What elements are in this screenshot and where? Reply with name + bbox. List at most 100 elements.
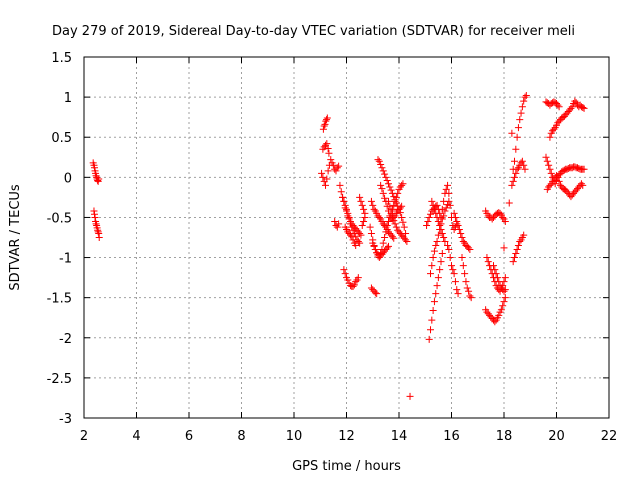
- data-point: [350, 281, 358, 289]
- data-point: [379, 239, 387, 247]
- data-point: [91, 213, 99, 221]
- data-point: [516, 238, 524, 246]
- data-point: [555, 103, 563, 111]
- data-point: [95, 175, 103, 183]
- data-point: [453, 286, 461, 294]
- data-point: [402, 236, 410, 244]
- data-point: [390, 193, 398, 201]
- x-tick-label: 2: [80, 429, 88, 444]
- data-point: [521, 165, 529, 173]
- data-point: [555, 177, 563, 185]
- data-point: [484, 258, 492, 266]
- data-point: [430, 247, 438, 255]
- data-point: [490, 262, 497, 270]
- data-point: [432, 209, 440, 217]
- data-point: [514, 242, 522, 250]
- data-point: [388, 212, 396, 220]
- data-point: [450, 270, 458, 278]
- y-tick-label: -2: [59, 332, 72, 347]
- data-point: [375, 213, 383, 221]
- data-point: [339, 193, 347, 201]
- data-point: [509, 177, 517, 185]
- data-point: [500, 244, 508, 252]
- data-point: [509, 258, 517, 266]
- data-point: [467, 294, 475, 302]
- data-point: [403, 238, 411, 246]
- data-point: [92, 220, 100, 228]
- data-point: [369, 239, 377, 247]
- data-point: [463, 284, 471, 292]
- data-point: [432, 242, 440, 250]
- data-point: [511, 173, 518, 181]
- data-point: [449, 266, 457, 274]
- data-point: [429, 201, 437, 209]
- data-point: [513, 165, 521, 173]
- data-point: [388, 189, 396, 197]
- y-tick-label: 1: [64, 91, 72, 106]
- data-point: [438, 215, 446, 223]
- data-point: [337, 188, 345, 196]
- data-point: [354, 274, 362, 282]
- y-tick-label: -2.5: [47, 372, 72, 387]
- data-point: [441, 207, 449, 215]
- y-tick-label: -3: [59, 412, 72, 427]
- data-point: [430, 298, 438, 306]
- data-point: [95, 229, 103, 237]
- data-point: [322, 181, 329, 189]
- data-point: [324, 144, 332, 152]
- data-point: [466, 292, 474, 300]
- data-point: [440, 234, 448, 241]
- data-point: [386, 183, 394, 191]
- data-point: [349, 236, 357, 244]
- x-tick-label: 22: [601, 429, 618, 444]
- data-point: [343, 207, 350, 215]
- data-point: [427, 210, 434, 218]
- data-point: [459, 238, 467, 246]
- data-point: [493, 274, 501, 282]
- data-point: [436, 266, 444, 274]
- data-point: [386, 202, 394, 210]
- data-point: [340, 197, 348, 205]
- data-point: [336, 181, 344, 189]
- data-point: [438, 229, 446, 237]
- data-point: [349, 282, 357, 290]
- data-point: [354, 238, 362, 246]
- data-point: [366, 223, 374, 231]
- data-point: [516, 116, 524, 124]
- data-point: [546, 181, 554, 189]
- data-point: [371, 246, 379, 254]
- data-point: [425, 213, 433, 221]
- data-point: [341, 204, 349, 212]
- data-point: [387, 186, 395, 194]
- data-point: [320, 122, 328, 130]
- data-point: [496, 209, 504, 217]
- data-point: [520, 231, 528, 239]
- data-point: [454, 290, 462, 298]
- data-point: [427, 270, 434, 278]
- data-point: [499, 213, 507, 221]
- data-point: [379, 167, 387, 175]
- data-point: [321, 120, 329, 128]
- data-point: [383, 244, 391, 252]
- data-point: [327, 156, 335, 164]
- data-point: [455, 225, 463, 233]
- data-point: [378, 185, 386, 193]
- data-point: [451, 278, 459, 286]
- data-point: [369, 201, 377, 209]
- data-point: [381, 170, 389, 178]
- data-point: [444, 201, 452, 209]
- data-point: [323, 116, 331, 124]
- data-point: [323, 175, 331, 183]
- data-point: [500, 287, 508, 295]
- data-point: [94, 226, 102, 234]
- data-point: [436, 221, 444, 229]
- data-point: [466, 246, 474, 254]
- data-point: [432, 290, 440, 298]
- data-point: [428, 262, 436, 270]
- data-point: [91, 210, 98, 218]
- data-point: [429, 307, 437, 315]
- data-point: [377, 160, 385, 168]
- data-point: [425, 335, 433, 343]
- data-point: [399, 218, 407, 226]
- data-point: [451, 213, 459, 221]
